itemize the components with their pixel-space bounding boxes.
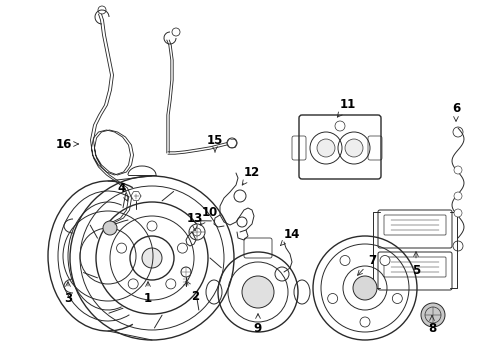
Text: 13: 13 (186, 212, 203, 230)
Circle shape (334, 121, 345, 131)
Circle shape (359, 317, 369, 327)
Text: 8: 8 (427, 316, 435, 334)
Circle shape (242, 276, 273, 308)
Text: 6: 6 (451, 102, 459, 121)
Circle shape (165, 279, 176, 289)
Circle shape (420, 303, 444, 327)
Circle shape (147, 221, 157, 231)
Text: 7: 7 (357, 253, 375, 275)
Circle shape (379, 256, 389, 265)
Text: 4: 4 (118, 181, 128, 201)
Text: 11: 11 (337, 98, 355, 117)
Circle shape (116, 243, 126, 253)
Text: 15: 15 (206, 134, 223, 152)
Circle shape (345, 139, 362, 157)
Circle shape (339, 256, 349, 265)
Circle shape (316, 139, 334, 157)
Circle shape (327, 293, 337, 303)
Circle shape (189, 224, 204, 240)
Text: 12: 12 (242, 166, 260, 185)
Circle shape (453, 209, 461, 217)
Circle shape (226, 138, 237, 148)
Text: 16: 16 (56, 138, 78, 150)
Circle shape (142, 248, 162, 268)
Circle shape (453, 166, 461, 174)
Circle shape (391, 293, 402, 303)
Text: 1: 1 (143, 282, 152, 305)
Text: 14: 14 (280, 228, 300, 246)
Text: 5: 5 (411, 252, 419, 276)
Circle shape (103, 221, 117, 235)
Text: 2: 2 (185, 281, 199, 302)
Circle shape (453, 192, 461, 200)
Text: 3: 3 (64, 282, 72, 305)
Circle shape (181, 267, 191, 277)
Circle shape (177, 243, 187, 253)
Circle shape (352, 276, 376, 300)
Text: 10: 10 (200, 206, 218, 225)
Text: 9: 9 (253, 314, 262, 334)
Circle shape (128, 279, 138, 289)
